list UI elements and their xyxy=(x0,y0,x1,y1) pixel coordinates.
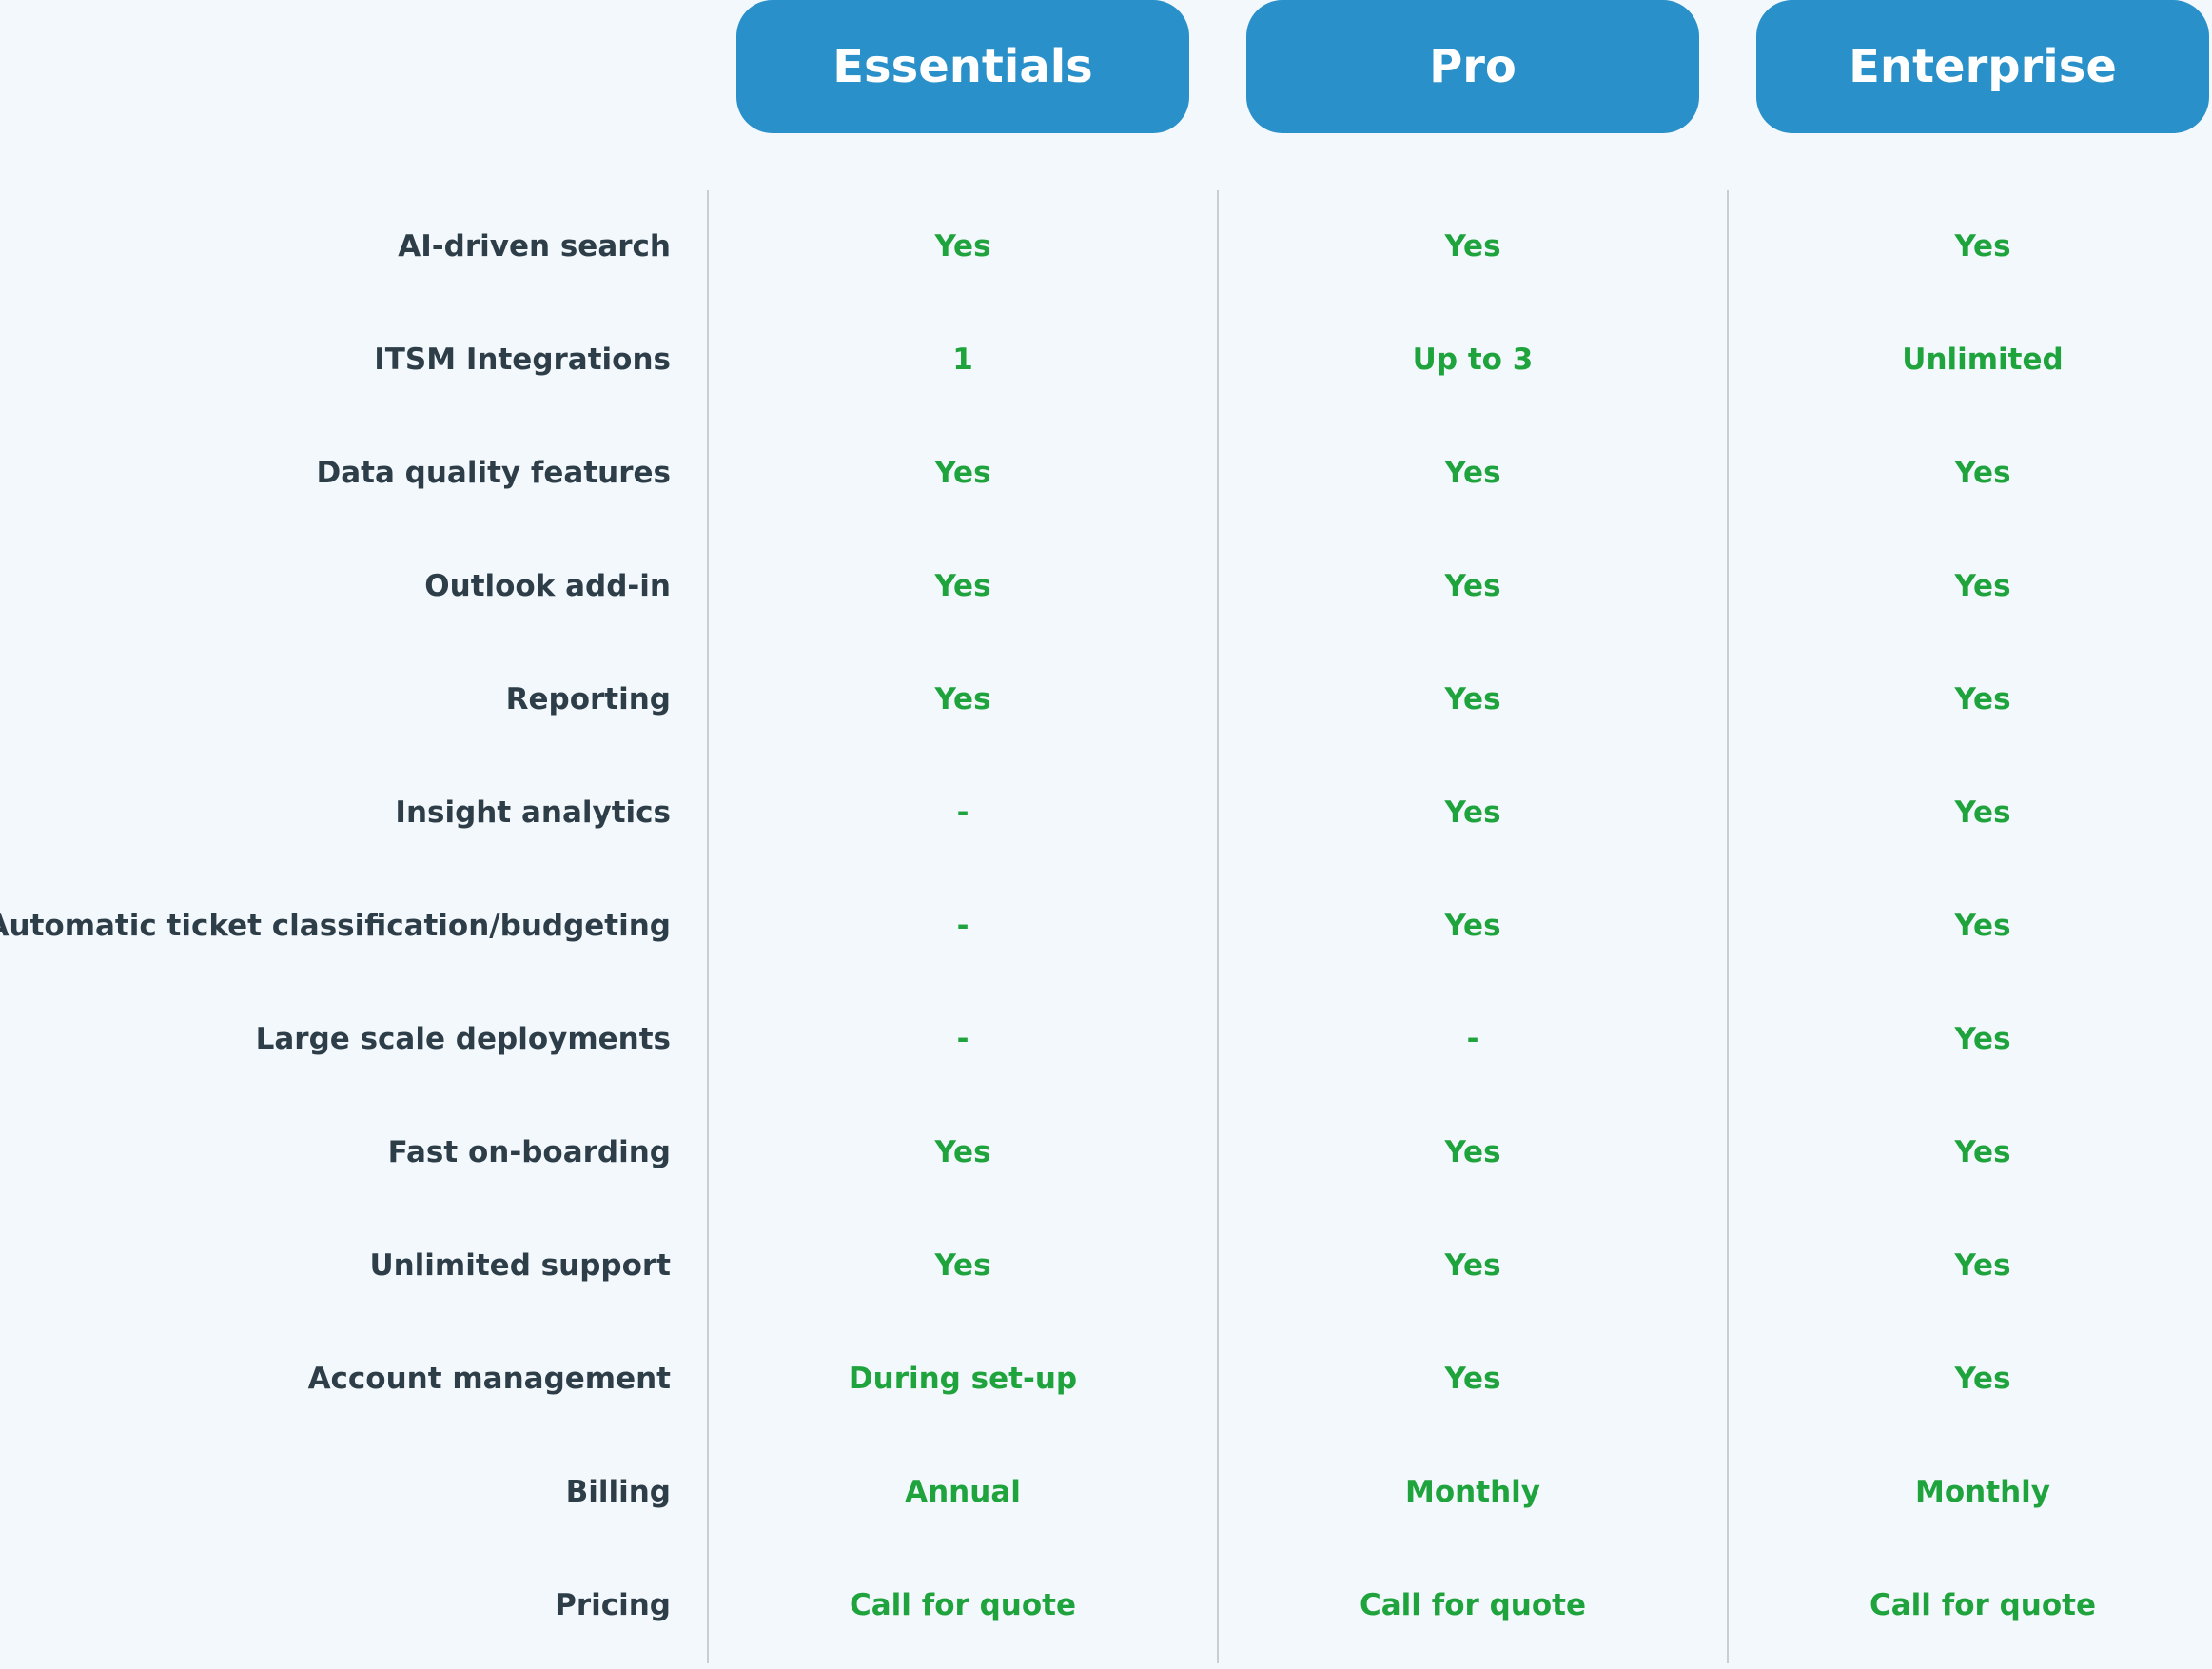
cell-pro: Yes xyxy=(1444,795,1501,830)
column-divider xyxy=(1727,190,1729,1663)
feature-label: Unlimited support xyxy=(369,1248,671,1283)
table-row: Billing Annual Monthly Monthly xyxy=(0,1436,2212,1549)
column-divider xyxy=(1217,190,1219,1663)
cell-pro: Yes xyxy=(1444,909,1501,943)
feature-label: ITSM Integrations xyxy=(374,343,671,377)
feature-label: Large scale deployments xyxy=(255,1022,671,1056)
cell-essentials: Yes xyxy=(934,569,991,603)
cell-pro: Yes xyxy=(1444,229,1501,264)
cell-pro: Yes xyxy=(1444,456,1501,490)
cell-enterprise: Yes xyxy=(1954,1135,2011,1169)
table-row: Fast on-boarding Yes Yes Yes xyxy=(0,1096,2212,1209)
cell-essentials: Yes xyxy=(934,456,991,490)
cell-enterprise: Yes xyxy=(1954,569,2011,603)
cell-pro: Call for quote xyxy=(1360,1588,1586,1622)
table-row: AI-driven search Yes Yes Yes xyxy=(0,190,2212,304)
cell-essentials: During set-up xyxy=(848,1362,1078,1396)
feature-label: Account management xyxy=(307,1362,671,1396)
table-row: Outlook add-in Yes Yes Yes xyxy=(0,530,2212,643)
table-row: Large scale deployments - - Yes xyxy=(0,983,2212,1096)
cell-enterprise: Unlimited xyxy=(1902,343,2064,377)
table-row: Data quality features Yes Yes Yes xyxy=(0,417,2212,530)
table-row: Reporting Yes Yes Yes xyxy=(0,643,2212,756)
cell-essentials: - xyxy=(956,795,969,830)
cell-pro: Monthly xyxy=(1405,1475,1540,1509)
plan-header-enterprise: Enterprise xyxy=(1756,0,2209,133)
cell-essentials: - xyxy=(956,1022,969,1056)
cell-essentials: Yes xyxy=(934,229,991,264)
cell-enterprise: Yes xyxy=(1954,456,2011,490)
feature-label: Reporting xyxy=(505,682,671,717)
feature-label: Automatic ticket classification/budgetin… xyxy=(0,909,671,943)
cell-enterprise: Call for quote xyxy=(1869,1588,2096,1622)
cell-essentials: - xyxy=(956,909,969,943)
table-row: Account management During set-up Yes Yes xyxy=(0,1323,2212,1436)
plan-header-pro: Pro xyxy=(1246,0,1699,133)
cell-enterprise: Yes xyxy=(1954,1362,2011,1396)
feature-label: Billing xyxy=(565,1475,671,1509)
cell-enterprise: Yes xyxy=(1954,909,2011,943)
cell-enterprise: Yes xyxy=(1954,682,2011,717)
feature-label: AI-driven search xyxy=(398,229,671,264)
table-row: ITSM Integrations 1 Up to 3 Unlimited xyxy=(0,304,2212,417)
column-divider xyxy=(707,190,709,1663)
cell-pro: Yes xyxy=(1444,1248,1501,1283)
plan-header-essentials: Essentials xyxy=(736,0,1189,133)
comparison-table: AI-driven search Yes Yes Yes ITSM Integr… xyxy=(0,190,2212,1662)
cell-pro: Yes xyxy=(1444,1362,1501,1396)
cell-pro: Yes xyxy=(1444,569,1501,603)
table-row: Unlimited support Yes Yes Yes xyxy=(0,1209,2212,1323)
feature-label: Insight analytics xyxy=(395,795,671,830)
cell-pro: - xyxy=(1466,1022,1479,1056)
cell-enterprise: Yes xyxy=(1954,229,2011,264)
cell-essentials: Annual xyxy=(905,1475,1021,1509)
cell-pro: Up to 3 xyxy=(1412,343,1534,377)
feature-label: Data quality features xyxy=(316,456,671,490)
cell-enterprise: Yes xyxy=(1954,795,2011,830)
table-row: Automatic ticket classification/budgetin… xyxy=(0,870,2212,983)
feature-label: Outlook add-in xyxy=(424,569,671,603)
cell-essentials: 1 xyxy=(952,343,973,377)
cell-enterprise: Monthly xyxy=(1915,1475,2050,1509)
cell-enterprise: Yes xyxy=(1954,1022,2011,1056)
cell-essentials: Yes xyxy=(934,1248,991,1283)
cell-pro: Yes xyxy=(1444,682,1501,717)
feature-label: Fast on-boarding xyxy=(387,1135,671,1169)
feature-label: Pricing xyxy=(555,1588,671,1622)
cell-essentials: Yes xyxy=(934,1135,991,1169)
cell-pro: Yes xyxy=(1444,1135,1501,1169)
cell-enterprise: Yes xyxy=(1954,1248,2011,1283)
cell-essentials: Call for quote xyxy=(850,1588,1076,1622)
table-row: Pricing Call for quote Call for quote Ca… xyxy=(0,1549,2212,1662)
cell-essentials: Yes xyxy=(934,682,991,717)
table-row: Insight analytics - Yes Yes xyxy=(0,756,2212,870)
